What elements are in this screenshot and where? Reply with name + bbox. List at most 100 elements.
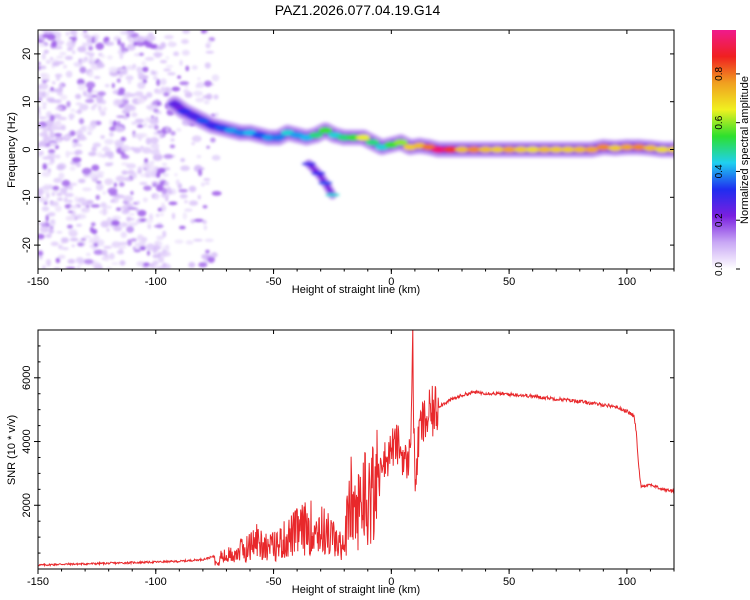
noise-speck — [157, 241, 163, 247]
noise-speck — [59, 246, 65, 250]
noise-speck — [131, 112, 138, 118]
noise-speck — [68, 113, 75, 120]
noise-speck — [156, 78, 161, 87]
noise-speck — [204, 238, 214, 242]
noise-speck — [61, 179, 71, 187]
noise-speck — [126, 216, 131, 222]
noise-speck — [153, 124, 159, 130]
colorbar-gradient — [712, 30, 736, 269]
noise-speck — [71, 156, 82, 163]
noise-speck — [137, 209, 147, 217]
noise-speck — [38, 66, 41, 71]
noise-speck — [139, 181, 148, 186]
noise-speck — [111, 82, 115, 89]
noise-speck — [159, 212, 164, 217]
snr-x-label: Height of straight line (km) — [292, 584, 420, 596]
noise-speck — [120, 136, 127, 142]
signal-point — [537, 146, 552, 153]
x-tick-label: 50 — [503, 576, 515, 588]
noise-speck — [104, 150, 114, 157]
noise-speck — [51, 190, 59, 194]
noise-speck — [77, 136, 88, 141]
noise-speck — [75, 93, 82, 100]
signal-point — [478, 146, 493, 153]
noise-speck — [95, 183, 104, 191]
noise-speck — [142, 197, 148, 203]
noise-speck — [55, 257, 61, 264]
signal-point — [186, 112, 201, 120]
noise-speck — [93, 262, 102, 269]
noise-speck — [53, 177, 62, 183]
noise-speck — [38, 90, 43, 98]
noise-speck — [55, 154, 61, 159]
noise-speck — [213, 94, 219, 100]
noise-speck — [133, 53, 141, 57]
noise-speck — [145, 41, 153, 48]
y-tick-label: -20 — [21, 237, 33, 253]
y-tick-label: 0 — [21, 146, 33, 152]
noise-speck — [191, 65, 198, 70]
noise-speck — [40, 186, 51, 190]
noise-speck — [131, 121, 138, 125]
noise-speck — [65, 150, 70, 158]
noise-speck — [82, 30, 88, 33]
noise-speck — [205, 50, 215, 54]
noise-speck — [179, 225, 186, 230]
colorbar-ticks: 0.0 0.2 0.4 0.6 0.8 — [714, 67, 740, 276]
signal-point — [167, 100, 182, 108]
x-tick-label: -100 — [145, 276, 167, 288]
noise-speck — [184, 208, 193, 212]
noise-speck — [42, 126, 49, 134]
noise-speck — [125, 75, 134, 81]
noise-speck — [150, 115, 155, 119]
noise-speck — [141, 60, 147, 67]
noise-speck — [38, 106, 41, 111]
noise-speck — [164, 181, 170, 187]
noise-speck — [169, 144, 176, 149]
noise-speck — [38, 96, 43, 101]
noise-speck — [103, 245, 113, 249]
noise-speck — [141, 66, 149, 73]
noise-speck — [191, 142, 195, 145]
noise-speck — [153, 224, 164, 228]
noise-speck — [137, 169, 142, 175]
x-tick-label: 50 — [503, 276, 515, 288]
noise-speck — [100, 54, 106, 59]
noise-speck — [107, 55, 113, 60]
noise-speck — [127, 239, 132, 247]
noise-speck — [45, 143, 51, 147]
noise-speck — [46, 162, 53, 166]
noise-speck — [155, 184, 164, 192]
noise-speck — [126, 44, 136, 51]
noise-speck — [173, 51, 180, 57]
noise-speck — [211, 74, 220, 82]
noise-speck — [120, 231, 127, 239]
noise-speck — [73, 61, 84, 67]
noise-speck — [119, 52, 124, 60]
noise-speck — [56, 231, 63, 234]
noise-speck — [206, 40, 212, 46]
noise-speck — [102, 106, 108, 112]
noise-speck — [55, 55, 64, 59]
snr-y-axis: 2000 4000 6000 — [21, 329, 674, 570]
noise-speck — [201, 253, 210, 260]
noise-speck — [85, 200, 94, 205]
noise-speck — [210, 113, 216, 118]
noise-speck — [95, 171, 105, 176]
signal-point — [584, 146, 599, 153]
noise-speck — [134, 91, 144, 97]
noise-speck — [128, 37, 135, 44]
noise-speck — [183, 89, 190, 94]
noise-speck — [205, 93, 213, 100]
noise-speck — [115, 175, 126, 182]
signal-point — [393, 139, 408, 146]
noise-speck — [123, 105, 130, 108]
noise-speck — [74, 149, 83, 155]
noise-speck — [42, 163, 48, 170]
noise-speck — [57, 139, 62, 143]
noise-speck — [54, 132, 63, 137]
noise-speck — [45, 59, 51, 65]
noise-speck — [175, 179, 180, 186]
spectrogram-y-label: Frequency (Hz) — [6, 112, 18, 188]
noise-speck — [201, 30, 206, 34]
